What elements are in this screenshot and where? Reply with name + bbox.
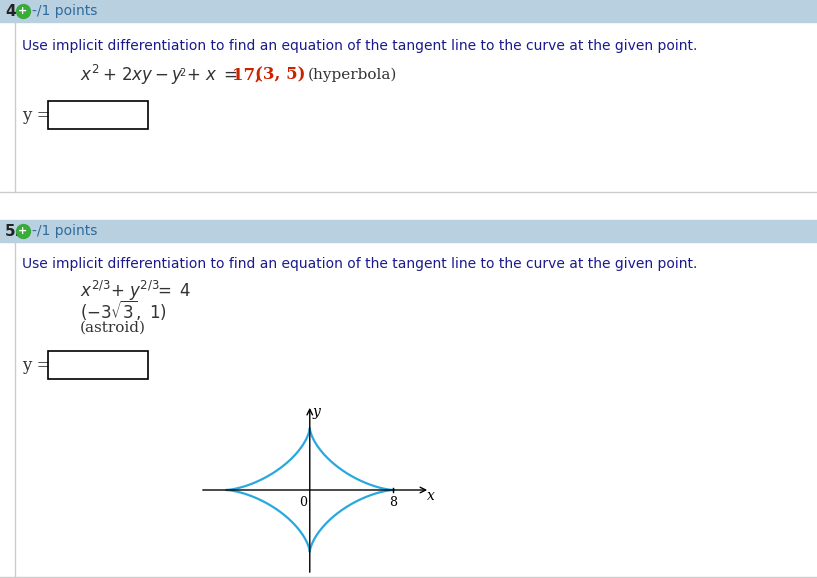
Text: $+\ 2xy - y$: $+\ 2xy - y$ bbox=[102, 65, 184, 86]
Text: 0: 0 bbox=[299, 496, 306, 509]
Bar bbox=[48, 101, 148, 129]
Text: (hyperbola): (hyperbola) bbox=[308, 68, 397, 82]
Bar bbox=[0, 220, 817, 242]
Text: $^2$: $^2$ bbox=[179, 68, 186, 82]
Text: $+\ x\ =$: $+\ x\ =$ bbox=[186, 66, 238, 83]
Text: -/1 points: -/1 points bbox=[32, 4, 97, 18]
Text: +: + bbox=[18, 226, 28, 236]
Text: y: y bbox=[313, 405, 321, 419]
Text: $=\ 4$: $=\ 4$ bbox=[154, 283, 191, 299]
Text: y =: y = bbox=[22, 357, 51, 373]
Bar bbox=[0, 242, 817, 578]
Text: -/1 points: -/1 points bbox=[32, 224, 97, 238]
Text: 5.: 5. bbox=[5, 224, 21, 239]
Text: +: + bbox=[18, 6, 28, 16]
Text: Use implicit differentiation to find an equation of the tangent line to the curv: Use implicit differentiation to find an … bbox=[22, 257, 698, 271]
Bar bbox=[0, 22, 817, 192]
Text: x: x bbox=[426, 489, 435, 503]
Text: Use implicit differentiation to find an equation of the tangent line to the curv: Use implicit differentiation to find an … bbox=[22, 39, 698, 53]
Text: $+\ y^{2/3}$: $+\ y^{2/3}$ bbox=[110, 279, 160, 303]
Bar bbox=[48, 351, 148, 379]
Text: y =: y = bbox=[22, 106, 51, 124]
Text: $x^2$: $x^2$ bbox=[80, 65, 100, 85]
Text: 8: 8 bbox=[390, 496, 397, 509]
Text: 17,: 17, bbox=[232, 66, 261, 83]
Text: (astroid): (astroid) bbox=[80, 321, 146, 335]
Text: (3, 5): (3, 5) bbox=[255, 66, 306, 83]
Text: $(-3\sqrt{3},\ 1)$: $(-3\sqrt{3},\ 1)$ bbox=[80, 298, 167, 322]
Text: 4.: 4. bbox=[5, 3, 21, 18]
Text: $x^{2/3}$: $x^{2/3}$ bbox=[80, 281, 111, 301]
Bar bbox=[0, 0, 817, 22]
